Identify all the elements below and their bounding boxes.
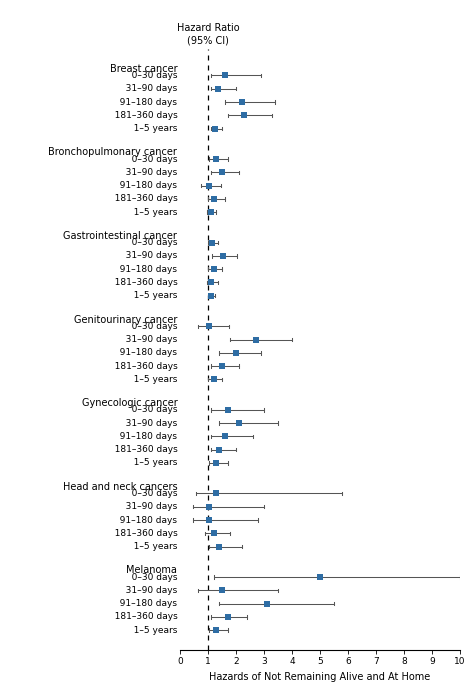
Text: 91–180 days: 91–180 days [111,348,177,357]
Text: 1–5 years: 1–5 years [125,291,177,301]
Text: 181–360 days: 181–360 days [106,278,177,287]
Text: 91–180 days: 91–180 days [111,181,177,190]
Text: 1–5 years: 1–5 years [125,626,177,635]
Text: Genitourinary cancer: Genitourinary cancer [74,315,177,324]
Text: 1–5 years: 1–5 years [125,375,177,384]
Text: 31–90 days: 31–90 days [117,586,177,595]
Text: 181–360 days: 181–360 days [106,612,177,621]
Text: 1–5 years: 1–5 years [125,208,177,217]
Text: 91–180 days: 91–180 days [111,265,177,274]
Text: 0–30 days: 0–30 days [123,154,177,164]
Text: Gynecologic cancer: Gynecologic cancer [82,398,177,408]
Text: 31–90 days: 31–90 days [117,503,177,511]
Text: 31–90 days: 31–90 days [117,85,177,93]
Text: 91–180 days: 91–180 days [111,432,177,441]
Text: Head and neck cancers: Head and neck cancers [63,482,177,492]
Text: 181–360 days: 181–360 days [106,361,177,370]
Text: 0–30 days: 0–30 days [123,489,177,498]
X-axis label: Hazards of Not Remaining Alive and At Home: Hazards of Not Remaining Alive and At Ho… [210,672,430,682]
Text: 91–180 days: 91–180 days [111,516,177,524]
Text: Hazard Ratio
(95% CI): Hazard Ratio (95% CI) [177,23,239,45]
Text: 31–90 days: 31–90 days [117,252,177,261]
Text: Melanoma: Melanoma [127,565,177,575]
Text: 0–30 days: 0–30 days [123,572,177,582]
Text: Breast cancer: Breast cancer [109,64,177,74]
Text: 0–30 days: 0–30 days [123,238,177,247]
Text: 0–30 days: 0–30 days [123,405,177,415]
Text: 181–360 days: 181–360 days [106,445,177,454]
Text: 181–360 days: 181–360 days [106,528,177,538]
Text: 1–5 years: 1–5 years [125,542,177,551]
Text: 0–30 days: 0–30 days [123,322,177,331]
Text: 0–30 days: 0–30 days [123,71,177,80]
Text: 91–180 days: 91–180 days [111,599,177,608]
Text: 31–90 days: 31–90 days [117,335,177,344]
Text: Bronchopulmonary cancer: Bronchopulmonary cancer [48,147,177,157]
Text: 91–180 days: 91–180 days [111,98,177,106]
Text: 31–90 days: 31–90 days [117,168,177,177]
Text: Gastrointestinal cancer: Gastrointestinal cancer [64,231,177,241]
Text: 181–360 days: 181–360 days [106,194,177,203]
Text: 1–5 years: 1–5 years [125,459,177,468]
Text: 181–360 days: 181–360 days [106,110,177,120]
Text: 1–5 years: 1–5 years [125,124,177,133]
Text: 31–90 days: 31–90 days [117,419,177,428]
